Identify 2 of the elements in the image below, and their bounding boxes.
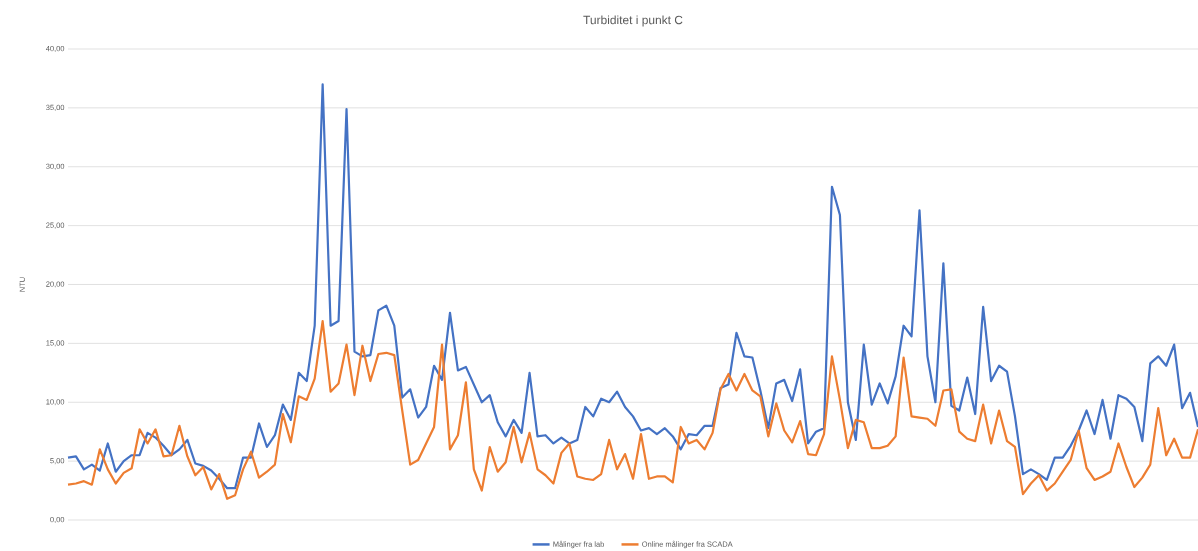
line-series	[66, 319, 1198, 500]
chart-title: Turbiditet i punkt C	[583, 15, 683, 27]
